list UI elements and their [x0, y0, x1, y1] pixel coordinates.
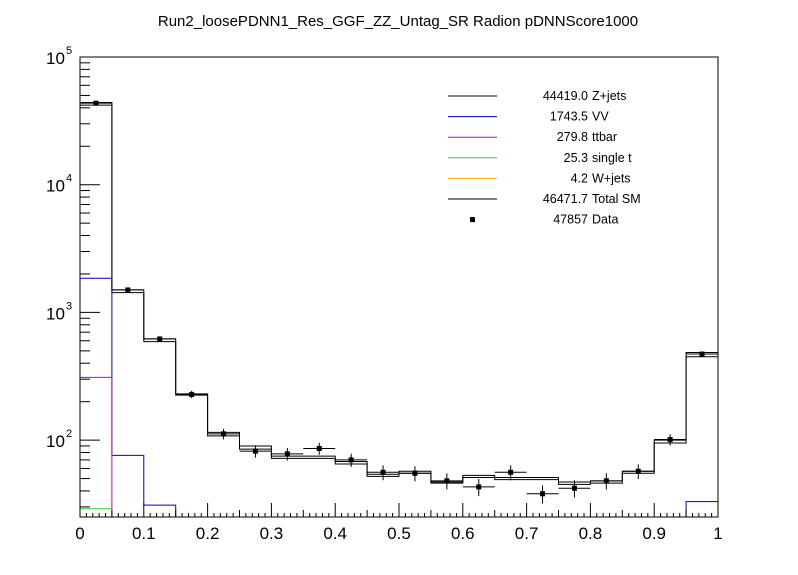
data-point-marker: [157, 336, 163, 342]
x-tick-label: 1: [713, 524, 722, 543]
y-tick-label: 10 2: [46, 428, 72, 451]
legend-label: Data: [592, 213, 618, 227]
data-point: [430, 473, 463, 490]
y-tick-base: 10: [46, 177, 65, 196]
legend-total: 279.8: [557, 130, 588, 144]
chart-title: Run2_loosePDNN1_Res_GGF_ZZ_Untag_SR Radi…: [158, 13, 638, 30]
legend-entry-total-sm: 46471.7 Total SM: [448, 192, 641, 206]
legend-label: ttbar: [592, 130, 617, 144]
data-point-marker: [316, 445, 322, 451]
legend-label: Z+jets: [592, 89, 626, 103]
legend-label: Total SM: [592, 192, 641, 206]
x-tick-label: 0.9: [642, 524, 666, 543]
x-tick-label: 0.1: [132, 524, 156, 543]
data-point-marker: [412, 470, 418, 476]
data-point-marker: [635, 468, 641, 474]
legend-entry-ttbar: 279.8 ttbar: [448, 130, 617, 144]
y-tick-exponent: 3: [66, 300, 72, 312]
data-point: [686, 351, 718, 357]
data-point-marker: [508, 469, 514, 475]
data-point: [367, 465, 399, 481]
data-point-marker: [252, 448, 258, 454]
data-point: [303, 442, 336, 455]
y-tick-exponent: 4: [66, 173, 72, 185]
y-tick-base: 10: [46, 49, 65, 68]
data-point: [111, 287, 144, 293]
x-axis: 0 0.1 0.2 0.3 0.4 0.5 0.6 0.7 0.8 0.9 1: [75, 503, 723, 543]
legend-total: 46471.7: [543, 192, 588, 206]
data-point-marker: [444, 478, 450, 484]
legend: 44419.0 Z+jets 1743.5 VV 279.8 ttbar 25.3 singl…: [448, 89, 641, 227]
data-point: [143, 336, 176, 342]
x-tick-label: 0.4: [323, 524, 347, 543]
data-point: [494, 465, 527, 481]
histogram-z-jets: [79, 104, 719, 517]
data-point: [526, 485, 559, 504]
data-point: [558, 480, 591, 498]
legend-total: 25.3: [564, 151, 588, 165]
data-point-marker: [540, 491, 546, 497]
y-tick-exponent: 5: [66, 45, 72, 57]
data-point: [399, 466, 431, 482]
data-point: [175, 390, 208, 399]
legend-entry-single-t: 25.3 single t: [448, 151, 632, 165]
legend-entry-data: 47857 Data: [470, 213, 618, 227]
legend-total: 47857: [553, 213, 588, 227]
data-point: [80, 100, 112, 106]
legend-label: single t: [592, 151, 632, 165]
data-point-marker: [221, 431, 227, 437]
legend-entry-vv: 1743.5 VV: [448, 110, 609, 124]
x-tick-label: 0.3: [260, 524, 284, 543]
data-point-marker: [667, 437, 673, 443]
data-point: [335, 453, 368, 467]
data-point: [654, 434, 687, 446]
legend-total: 1743.5: [550, 110, 588, 124]
legend-total: 44419.0: [543, 89, 588, 103]
data-point-marker: [93, 100, 99, 106]
legend-marker: [470, 217, 475, 223]
x-tick-label: 0.5: [387, 524, 411, 543]
x-tick-label: 0: [75, 524, 84, 543]
data-point: [239, 445, 272, 458]
data-point-marker: [284, 451, 290, 457]
legend-label: W+jets: [592, 171, 631, 185]
y-tick-label: 10 3: [46, 300, 72, 323]
plot-frame: [79, 56, 719, 518]
x-tick-label: 0.2: [196, 524, 220, 543]
y-tick-label: 10 5: [46, 45, 72, 68]
legend-label: VV: [592, 110, 609, 124]
x-tick-label: 0.7: [515, 524, 539, 543]
data-point-marker: [348, 457, 354, 463]
legend-entry-w-jets: 4.2 W+jets: [448, 171, 631, 185]
data-point-marker: [571, 485, 577, 491]
data-point: [462, 479, 495, 497]
data-point-marker: [380, 469, 386, 475]
x-tick-label: 0.6: [451, 524, 475, 543]
y-tick-exponent: 2: [66, 428, 72, 440]
data-point-marker: [125, 287, 131, 293]
legend-entry-z-jets: 44419.0 Z+jets: [448, 89, 626, 103]
data-point-marker: [476, 484, 482, 490]
x-tick-label: 0.8: [579, 524, 603, 543]
data-point: [622, 464, 655, 480]
data-point-marker: [603, 478, 609, 484]
data-point-marker: [189, 391, 195, 397]
histogram-ttbar: [79, 376, 718, 518]
data-point: [271, 447, 304, 461]
data-point: [590, 473, 623, 490]
y-tick-base: 10: [46, 432, 65, 451]
legend-total: 4.2: [571, 171, 588, 185]
y-tick-base: 10: [46, 304, 65, 323]
y-tick-label: 10 4: [46, 173, 72, 196]
data-point: [207, 428, 240, 440]
data-point-marker: [699, 351, 705, 357]
